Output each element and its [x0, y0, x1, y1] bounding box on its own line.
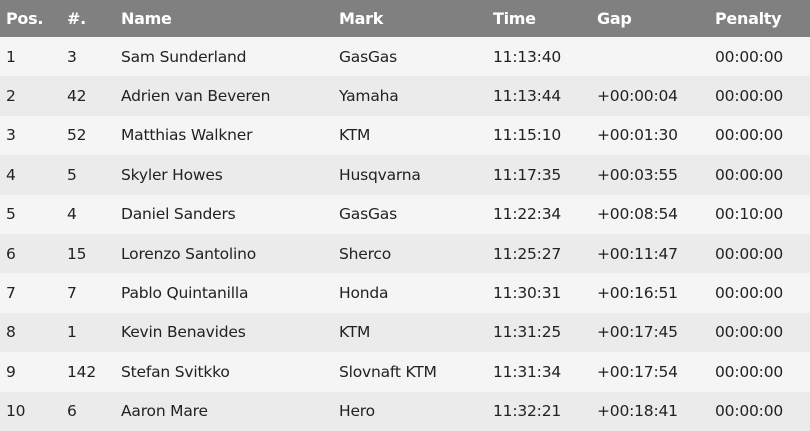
cell-num: 1: [67, 312, 121, 353]
cell-gap: +00:00:04: [597, 76, 715, 116]
cell-num: 142: [67, 352, 121, 392]
cell-name: Stefan Svitkko: [121, 352, 339, 392]
cell-name: Pablo Quintanilla: [121, 273, 339, 313]
cell-name: Aaron Mare: [121, 391, 339, 431]
cell-penalty: 00:00:00: [715, 312, 810, 353]
table-row: 5 4 Daniel Sanders GasGas 11:22:34 +00:08:54 0…: [0, 194, 810, 234]
cell-penalty: 00:00:00: [715, 233, 810, 274]
cell-pos: 1: [0, 37, 67, 77]
header-penalty[interactable]: Penalty: [715, 0, 810, 37]
header-name[interactable]: Name: [121, 0, 339, 37]
cell-time: 11:13:40: [493, 37, 597, 77]
table-row: 3 52 Matthias Walkner KTM 11:15:10 +00:01:30 0…: [0, 115, 810, 156]
cell-gap: +00:11:47: [597, 233, 715, 274]
cell-num: 5: [67, 155, 121, 195]
cell-time: 11:31:25: [493, 312, 597, 353]
cell-mark: Yamaha: [339, 76, 493, 116]
cell-gap: [597, 37, 715, 77]
cell-num: 42: [67, 76, 121, 116]
header-pos[interactable]: Pos.: [0, 0, 67, 37]
table-row: 2 42 Adrien van Beveren Yamaha 11:13:44 +00:0…: [0, 76, 810, 116]
cell-name: Matthias Walkner: [121, 115, 339, 156]
cell-gap: +00:18:41: [597, 391, 715, 431]
cell-mark: KTM: [339, 115, 493, 156]
cell-name: Sam Sunderland: [121, 37, 339, 77]
cell-num: 7: [67, 273, 121, 313]
cell-penalty: 00:00:00: [715, 37, 810, 77]
cell-mark: Honda: [339, 273, 493, 313]
cell-gap: +00:08:54: [597, 194, 715, 234]
header-number[interactable]: #.: [67, 0, 121, 37]
cell-mark: Sherco: [339, 233, 493, 274]
cell-num: 4: [67, 194, 121, 234]
cell-penalty: 00:10:00: [715, 194, 810, 234]
cell-mark: GasGas: [339, 37, 493, 77]
table-row: 6 15 Lorenzo Santolino Sherco 11:25:27 +00:11…: [0, 233, 810, 274]
cell-time: 11:30:31: [493, 273, 597, 313]
cell-gap: +00:17:45: [597, 312, 715, 353]
cell-pos: 6: [0, 233, 67, 274]
table-row: 4 5 Skyler Howes Husqvarna 11:17:35 +00:03:55…: [0, 155, 810, 195]
header-time[interactable]: Time: [493, 0, 597, 37]
cell-penalty: 00:00:00: [715, 155, 810, 195]
cell-time: 11:22:34: [493, 194, 597, 234]
cell-time: 11:32:21: [493, 391, 597, 431]
table-row: 1 3 Sam Sunderland GasGas 11:13:40 00:00:00: [0, 37, 810, 77]
cell-penalty: 00:00:00: [715, 76, 810, 116]
cell-pos: 9: [0, 352, 67, 392]
cell-mark: Husqvarna: [339, 155, 493, 195]
cell-gap: +00:03:55: [597, 155, 715, 195]
header-gap[interactable]: Gap: [597, 0, 715, 37]
cell-pos: 5: [0, 194, 67, 234]
cell-penalty: 00:00:00: [715, 273, 810, 313]
cell-gap: +00:16:51: [597, 273, 715, 313]
cell-gap: +00:17:54: [597, 352, 715, 392]
cell-name: Adrien van Beveren: [121, 76, 339, 116]
cell-num: 3: [67, 37, 121, 77]
cell-penalty: 00:00:00: [715, 352, 810, 392]
cell-pos: 3: [0, 115, 67, 156]
cell-time: 11:13:44: [493, 76, 597, 116]
header-row: Pos. #. Name Mark Time Gap Penalty: [0, 0, 810, 37]
cell-mark: Slovnaft KTM: [339, 352, 493, 392]
table-row: 7 7 Pablo Quintanilla Honda 11:30:31 +00:16:5…: [0, 273, 810, 313]
cell-num: 15: [67, 233, 121, 274]
cell-pos: 7: [0, 273, 67, 313]
table-row: 8 1 Kevin Benavides KTM 11:31:25 +00:17:45 00:…: [0, 312, 810, 353]
header-mark[interactable]: Mark: [339, 0, 493, 37]
cell-penalty: 00:00:00: [715, 115, 810, 156]
cell-mark: Hero: [339, 391, 493, 431]
cell-time: 11:25:27: [493, 233, 597, 274]
cell-mark: GasGas: [339, 194, 493, 234]
cell-pos: 4: [0, 155, 67, 195]
table-row: 10 6 Aaron Mare Hero 11:32:21 +00:18:41 00:00:…: [0, 391, 810, 431]
table-row: 9 142 Stefan Svitkko Slovnaft KTM 11:31:34 +0…: [0, 352, 810, 392]
cell-name: Kevin Benavides: [121, 312, 339, 353]
cell-num: 52: [67, 115, 121, 156]
cell-time: 11:15:10: [493, 115, 597, 156]
cell-time: 11:17:35: [493, 155, 597, 195]
cell-name: Lorenzo Santolino: [121, 233, 339, 274]
cell-num: 6: [67, 391, 121, 431]
cell-time: 11:31:34: [493, 352, 597, 392]
cell-mark: KTM: [339, 312, 493, 353]
cell-pos: 2: [0, 76, 67, 116]
cell-pos: 8: [0, 312, 67, 353]
cell-penalty: 00:00:00: [715, 391, 810, 431]
cell-pos: 10: [0, 391, 67, 431]
cell-name: Skyler Howes: [121, 155, 339, 195]
cell-name: Daniel Sanders: [121, 194, 339, 234]
cell-gap: +00:01:30: [597, 115, 715, 156]
